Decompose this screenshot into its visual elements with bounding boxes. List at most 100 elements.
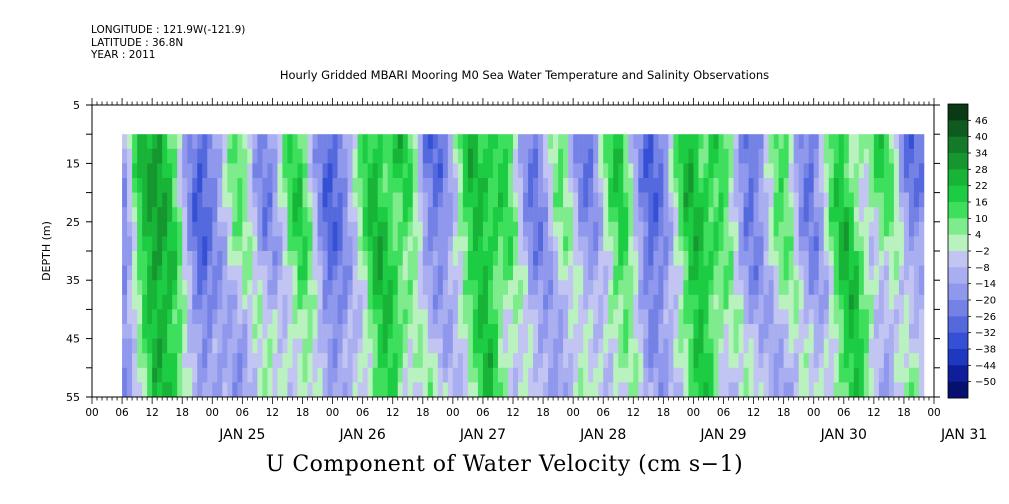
heatmap-cell (287, 207, 293, 223)
heatmap-cell (392, 178, 399, 193)
heatmap-cell (257, 280, 263, 296)
heatmap-cell (708, 324, 714, 339)
heatmap-cell (693, 280, 699, 296)
heatmap-cell (427, 338, 434, 354)
heatmap-cell (523, 265, 529, 281)
heatmap-cell (533, 324, 539, 339)
heatmap-cell (633, 192, 639, 208)
heatmap-cell (573, 353, 579, 369)
heatmap-cell (337, 353, 343, 369)
heatmap-cell (492, 236, 499, 252)
heatmap-cell (272, 221, 278, 237)
heatmap-cell (663, 163, 669, 179)
heatmap-cell (778, 148, 784, 164)
heatmap-cell (367, 163, 373, 179)
heatmap-cell (227, 163, 233, 179)
heatmap-cell (122, 236, 128, 252)
heatmap-cell (432, 236, 439, 252)
heatmap-cell (212, 382, 218, 398)
heatmap-cell (207, 192, 213, 208)
heatmap-cell (247, 382, 253, 398)
heatmap-cell (252, 163, 258, 179)
heatmap-cell (593, 192, 599, 208)
heatmap-cell (502, 192, 509, 208)
heatmap-cell (352, 265, 358, 281)
heatmap-cell (843, 236, 850, 252)
heatmap-cell (828, 338, 835, 354)
heatmap-cell (472, 207, 479, 223)
heatmap-cell (703, 221, 709, 237)
heatmap-cell (768, 192, 774, 208)
heatmap-cell (743, 134, 749, 150)
heatmap-cell (883, 178, 890, 193)
heatmap-cell (568, 148, 574, 164)
heatmap-cell (357, 207, 363, 223)
heatmap-cell (553, 338, 559, 354)
heatmap-cell (217, 236, 223, 252)
heatmap-cell (437, 134, 444, 150)
heatmap-cell (387, 251, 394, 266)
heatmap-cell (693, 148, 699, 164)
heatmap-cell (177, 324, 183, 339)
heatmap-cell (558, 251, 564, 266)
heatmap-cell (427, 236, 434, 252)
heatmap-cell (267, 294, 273, 310)
heatmap-cell (192, 367, 198, 383)
heatmap-cell (277, 221, 283, 237)
heatmap-cell (678, 353, 684, 369)
heatmap-cell (688, 221, 694, 237)
heatmap-cell (342, 221, 348, 237)
heatmap-cell (823, 192, 830, 208)
heatmap-cell (793, 382, 799, 398)
heatmap-cell (322, 294, 328, 310)
heatmap-cell (472, 251, 479, 266)
heatmap-cell (172, 367, 178, 383)
heatmap-cell (317, 236, 323, 252)
heatmap-cell (147, 192, 153, 208)
heatmap-cell (317, 338, 323, 354)
heatmap-cell (187, 280, 193, 296)
heatmap-cell (893, 251, 900, 266)
heatmap-cell (888, 192, 895, 208)
heatmap-cell (362, 163, 368, 179)
heatmap-cell (858, 192, 865, 208)
heatmap-cell (212, 192, 218, 208)
heatmap-cell (267, 353, 273, 369)
heatmap-cell (848, 309, 855, 325)
heatmap-cell (182, 192, 188, 208)
heatmap-cell (668, 251, 674, 266)
heatmap-cell (207, 163, 213, 179)
heatmap-cell (372, 309, 378, 325)
heatmap-cell (427, 294, 434, 310)
heatmap-cell (823, 280, 830, 296)
heatmap-cell (217, 192, 223, 208)
heatmap-cell (548, 192, 554, 208)
heatmap-cell (152, 134, 158, 150)
heatmap-cell (713, 309, 719, 325)
heatmap-cell (367, 280, 373, 296)
heatmap-cell (788, 221, 794, 237)
heatmap-cell (753, 251, 759, 266)
heatmap-cell (457, 265, 464, 281)
heatmap-cell (828, 265, 835, 281)
heatmap-cell (357, 353, 363, 369)
heatmap-cell (733, 148, 739, 164)
heatmap-cell (838, 382, 845, 398)
heatmap-cell (663, 178, 669, 193)
heatmap-cell (718, 163, 724, 179)
heatmap-cell (808, 148, 815, 164)
heatmap-cell (828, 324, 835, 339)
heatmap-cell (452, 353, 459, 369)
heatmap-cell (788, 265, 794, 281)
heatmap-cell (873, 294, 880, 310)
heatmap-cell (417, 382, 424, 398)
heatmap-cell (918, 382, 925, 398)
heatmap-cell (698, 221, 704, 237)
heatmap-cell (568, 324, 574, 339)
heatmap-cell (783, 265, 789, 281)
heatmap-cell (683, 148, 689, 164)
heatmap-cell (783, 221, 789, 237)
heatmap-cell (863, 367, 870, 383)
heatmap-cell (543, 338, 549, 354)
heatmap-cell (798, 309, 804, 325)
